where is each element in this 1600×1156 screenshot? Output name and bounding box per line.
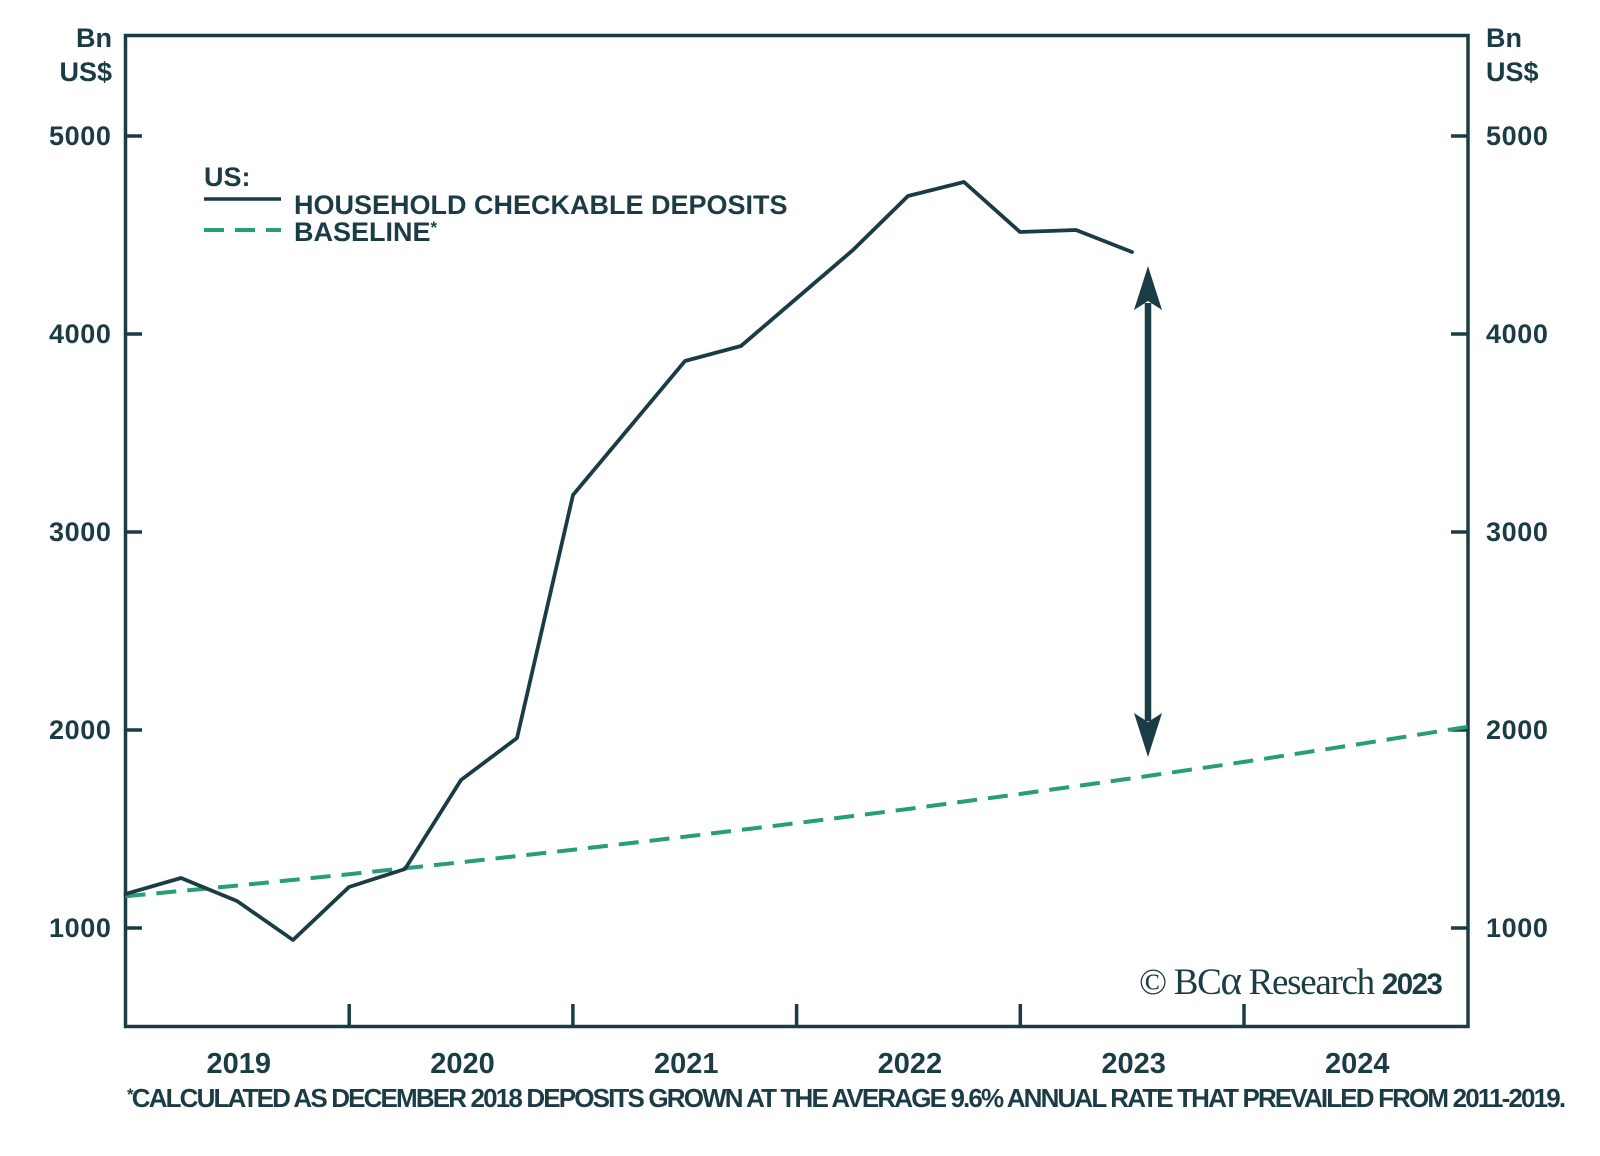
- svg-text:US$: US$: [1486, 57, 1539, 87]
- svg-text:US$: US$: [59, 57, 112, 87]
- svg-text:5000: 5000: [49, 121, 111, 151]
- svg-text:1000: 1000: [1486, 913, 1548, 943]
- svg-text:Bn: Bn: [1486, 23, 1522, 53]
- svg-text:4000: 4000: [49, 319, 111, 349]
- svg-text:2021: 2021: [654, 1048, 719, 1080]
- svg-text:5000: 5000: [1486, 121, 1548, 151]
- svg-text:3000: 3000: [49, 517, 111, 547]
- svg-text:BASELINE*: BASELINE*: [294, 217, 438, 247]
- svg-text:© BCα Research 2023: © BCα Research 2023: [1139, 957, 1443, 1003]
- svg-text:US:: US:: [204, 162, 251, 192]
- svg-text:3000: 3000: [1486, 517, 1548, 547]
- svg-text:2000: 2000: [49, 715, 111, 745]
- svg-text:2022: 2022: [878, 1048, 943, 1080]
- svg-text:1000: 1000: [49, 913, 111, 943]
- svg-text:*CALCULATED AS DECEMBER 2018 D: *CALCULATED AS DECEMBER 2018 DEPOSITS GR…: [127, 1083, 1565, 1113]
- svg-text:2023: 2023: [1101, 1048, 1166, 1080]
- svg-text:2000: 2000: [1486, 715, 1548, 745]
- svg-text:4000: 4000: [1486, 319, 1548, 349]
- svg-text:Bn: Bn: [76, 23, 112, 53]
- svg-text:2020: 2020: [430, 1048, 495, 1080]
- svg-text:2019: 2019: [207, 1048, 272, 1080]
- svg-text:2024: 2024: [1325, 1048, 1390, 1080]
- svg-text:HOUSEHOLD CHECKABLE DEPOSITS: HOUSEHOLD CHECKABLE DEPOSITS: [294, 190, 788, 220]
